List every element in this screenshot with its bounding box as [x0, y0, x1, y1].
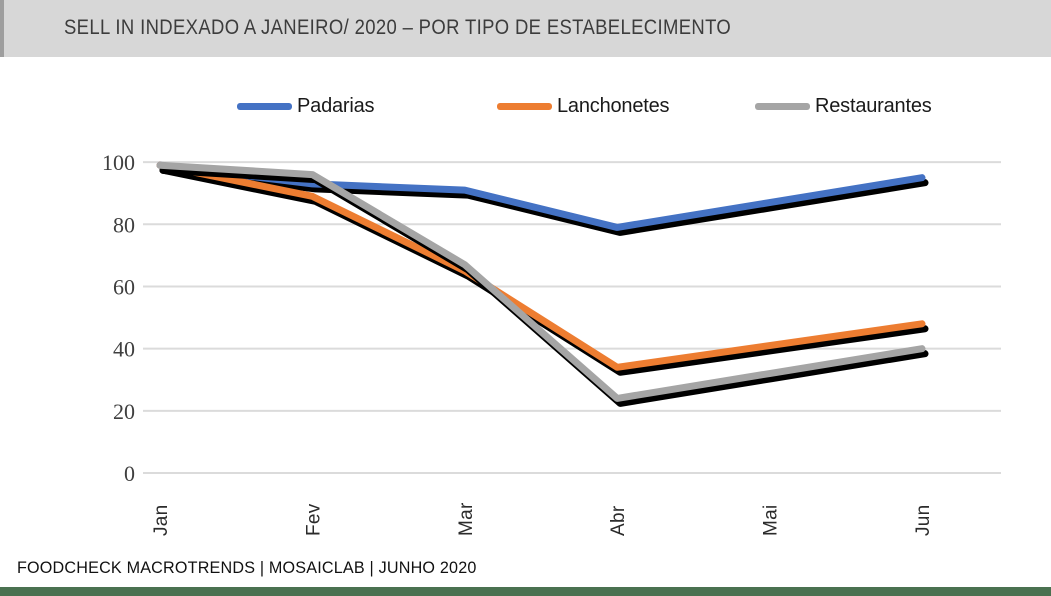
- y-tick-label: 60: [113, 274, 135, 299]
- gridlines: [143, 161, 1001, 474]
- y-tick-label: 0: [124, 461, 135, 486]
- y-tick-label: 80: [113, 212, 135, 237]
- banner-left-edge: [0, 0, 4, 57]
- legend-item-lanchonetes: Lanchonetes: [497, 92, 670, 120]
- legend-label: Lanchonetes: [557, 94, 670, 117]
- x-tick-label: Fev: [303, 503, 324, 536]
- x-tick-label: Mar: [456, 502, 477, 536]
- y-tick-label: 40: [113, 337, 135, 362]
- series-lines: [156, 161, 929, 407]
- y-tick-label: 20: [113, 399, 135, 424]
- source-caption: FOODCHECK MACROTRENDS | MOSAICLAB | JUNH…: [17, 558, 477, 577]
- legend-item-padarias: Padarias: [237, 92, 375, 120]
- legend-item-restaurantes: Restaurantes: [755, 92, 932, 120]
- x-tick-label: Jan: [151, 504, 172, 536]
- x-tick-label: Abr: [608, 505, 629, 536]
- legend-dash-icon: [497, 102, 552, 110]
- x-tick-label: Jun: [913, 504, 934, 536]
- y-tick-label: 100: [102, 150, 135, 175]
- chart-title: SELL IN INDEXADO A JANEIRO/ 2020 – POR T…: [64, 16, 732, 39]
- lanchonetes-line: [156, 161, 926, 371]
- x-tick-label: Mai: [761, 504, 782, 536]
- legend-dash-icon: [755, 102, 810, 110]
- restaurantes-line: [156, 161, 926, 402]
- padarias-line-shadow: [159, 166, 929, 236]
- y-axis-labels: 100 80 60 40 20 0: [102, 150, 135, 486]
- bottom-accent-bar: [0, 587, 1051, 596]
- legend-label: Restaurantes: [815, 94, 932, 117]
- title-banner: SELL IN INDEXADO A JANEIRO/ 2020 – POR T…: [0, 0, 1051, 57]
- x-axis-labels: Jan Fev Mar Abr Mai Jun: [151, 502, 934, 536]
- legend-dash-icon: [237, 102, 292, 110]
- legend-label: Padarias: [297, 94, 375, 117]
